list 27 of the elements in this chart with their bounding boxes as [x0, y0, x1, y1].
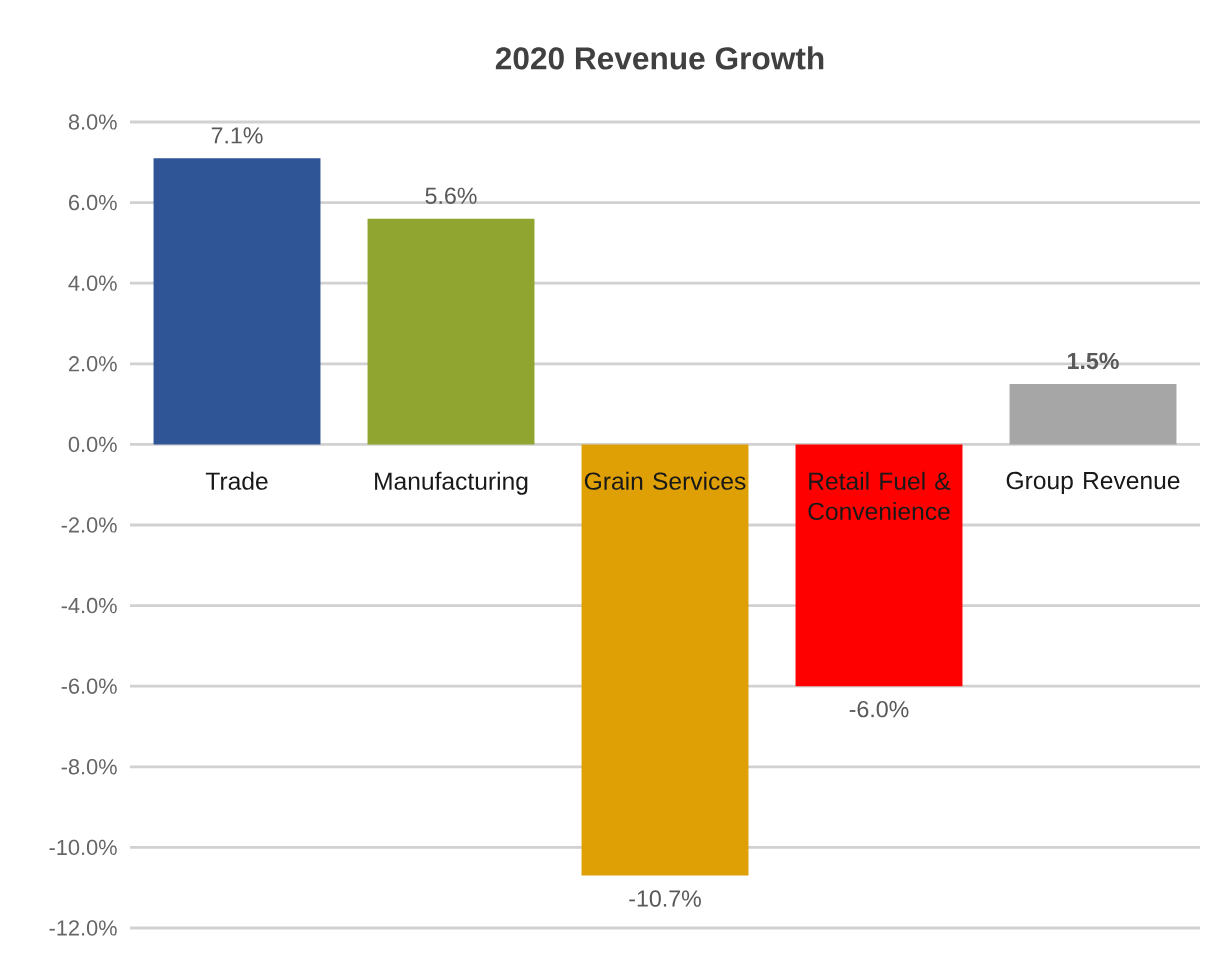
- bar: [367, 218, 535, 445]
- y-tick-label: -8.0%: [61, 759, 117, 775]
- x-tick-label: Retail Fuel & Convenience: [808, 471, 951, 521]
- bar: [581, 444, 749, 876]
- y-tick-label: -4.0%: [61, 597, 117, 614]
- x-tick-label: Trade: [205, 471, 268, 490]
- data-label: 1.5%: [1068, 352, 1119, 370]
- y-tick-label: 4.0%: [68, 275, 117, 291]
- y-tick-label: -12.0%: [49, 920, 117, 936]
- x-tick-label: Group Revenue: [1006, 471, 1180, 495]
- y-tick-label: -10.0%: [49, 839, 117, 856]
- y-tick-label: 0.0%: [68, 436, 117, 453]
- chart-title: 2020 Revenue Growth: [495, 46, 824, 70]
- data-label: 5.6%: [425, 187, 477, 204]
- data-label: -10.7%: [629, 890, 701, 907]
- data-label: -6.0%: [849, 700, 909, 718]
- bar: [795, 444, 963, 687]
- y-tick-label: -2.0%: [61, 517, 117, 533]
- bar: [153, 158, 321, 445]
- data-label: 7.1%: [211, 127, 263, 144]
- y-tick-label: 8.0%: [68, 114, 117, 130]
- y-tick-label: 2.0%: [69, 356, 117, 372]
- bar: [1009, 383, 1177, 445]
- y-tick-label: -6.0%: [61, 678, 117, 694]
- y-tick-label: 6.0%: [69, 194, 117, 211]
- x-tick-label: Manufacturing: [375, 471, 528, 495]
- x-tick-label: Grain Services: [584, 471, 746, 490]
